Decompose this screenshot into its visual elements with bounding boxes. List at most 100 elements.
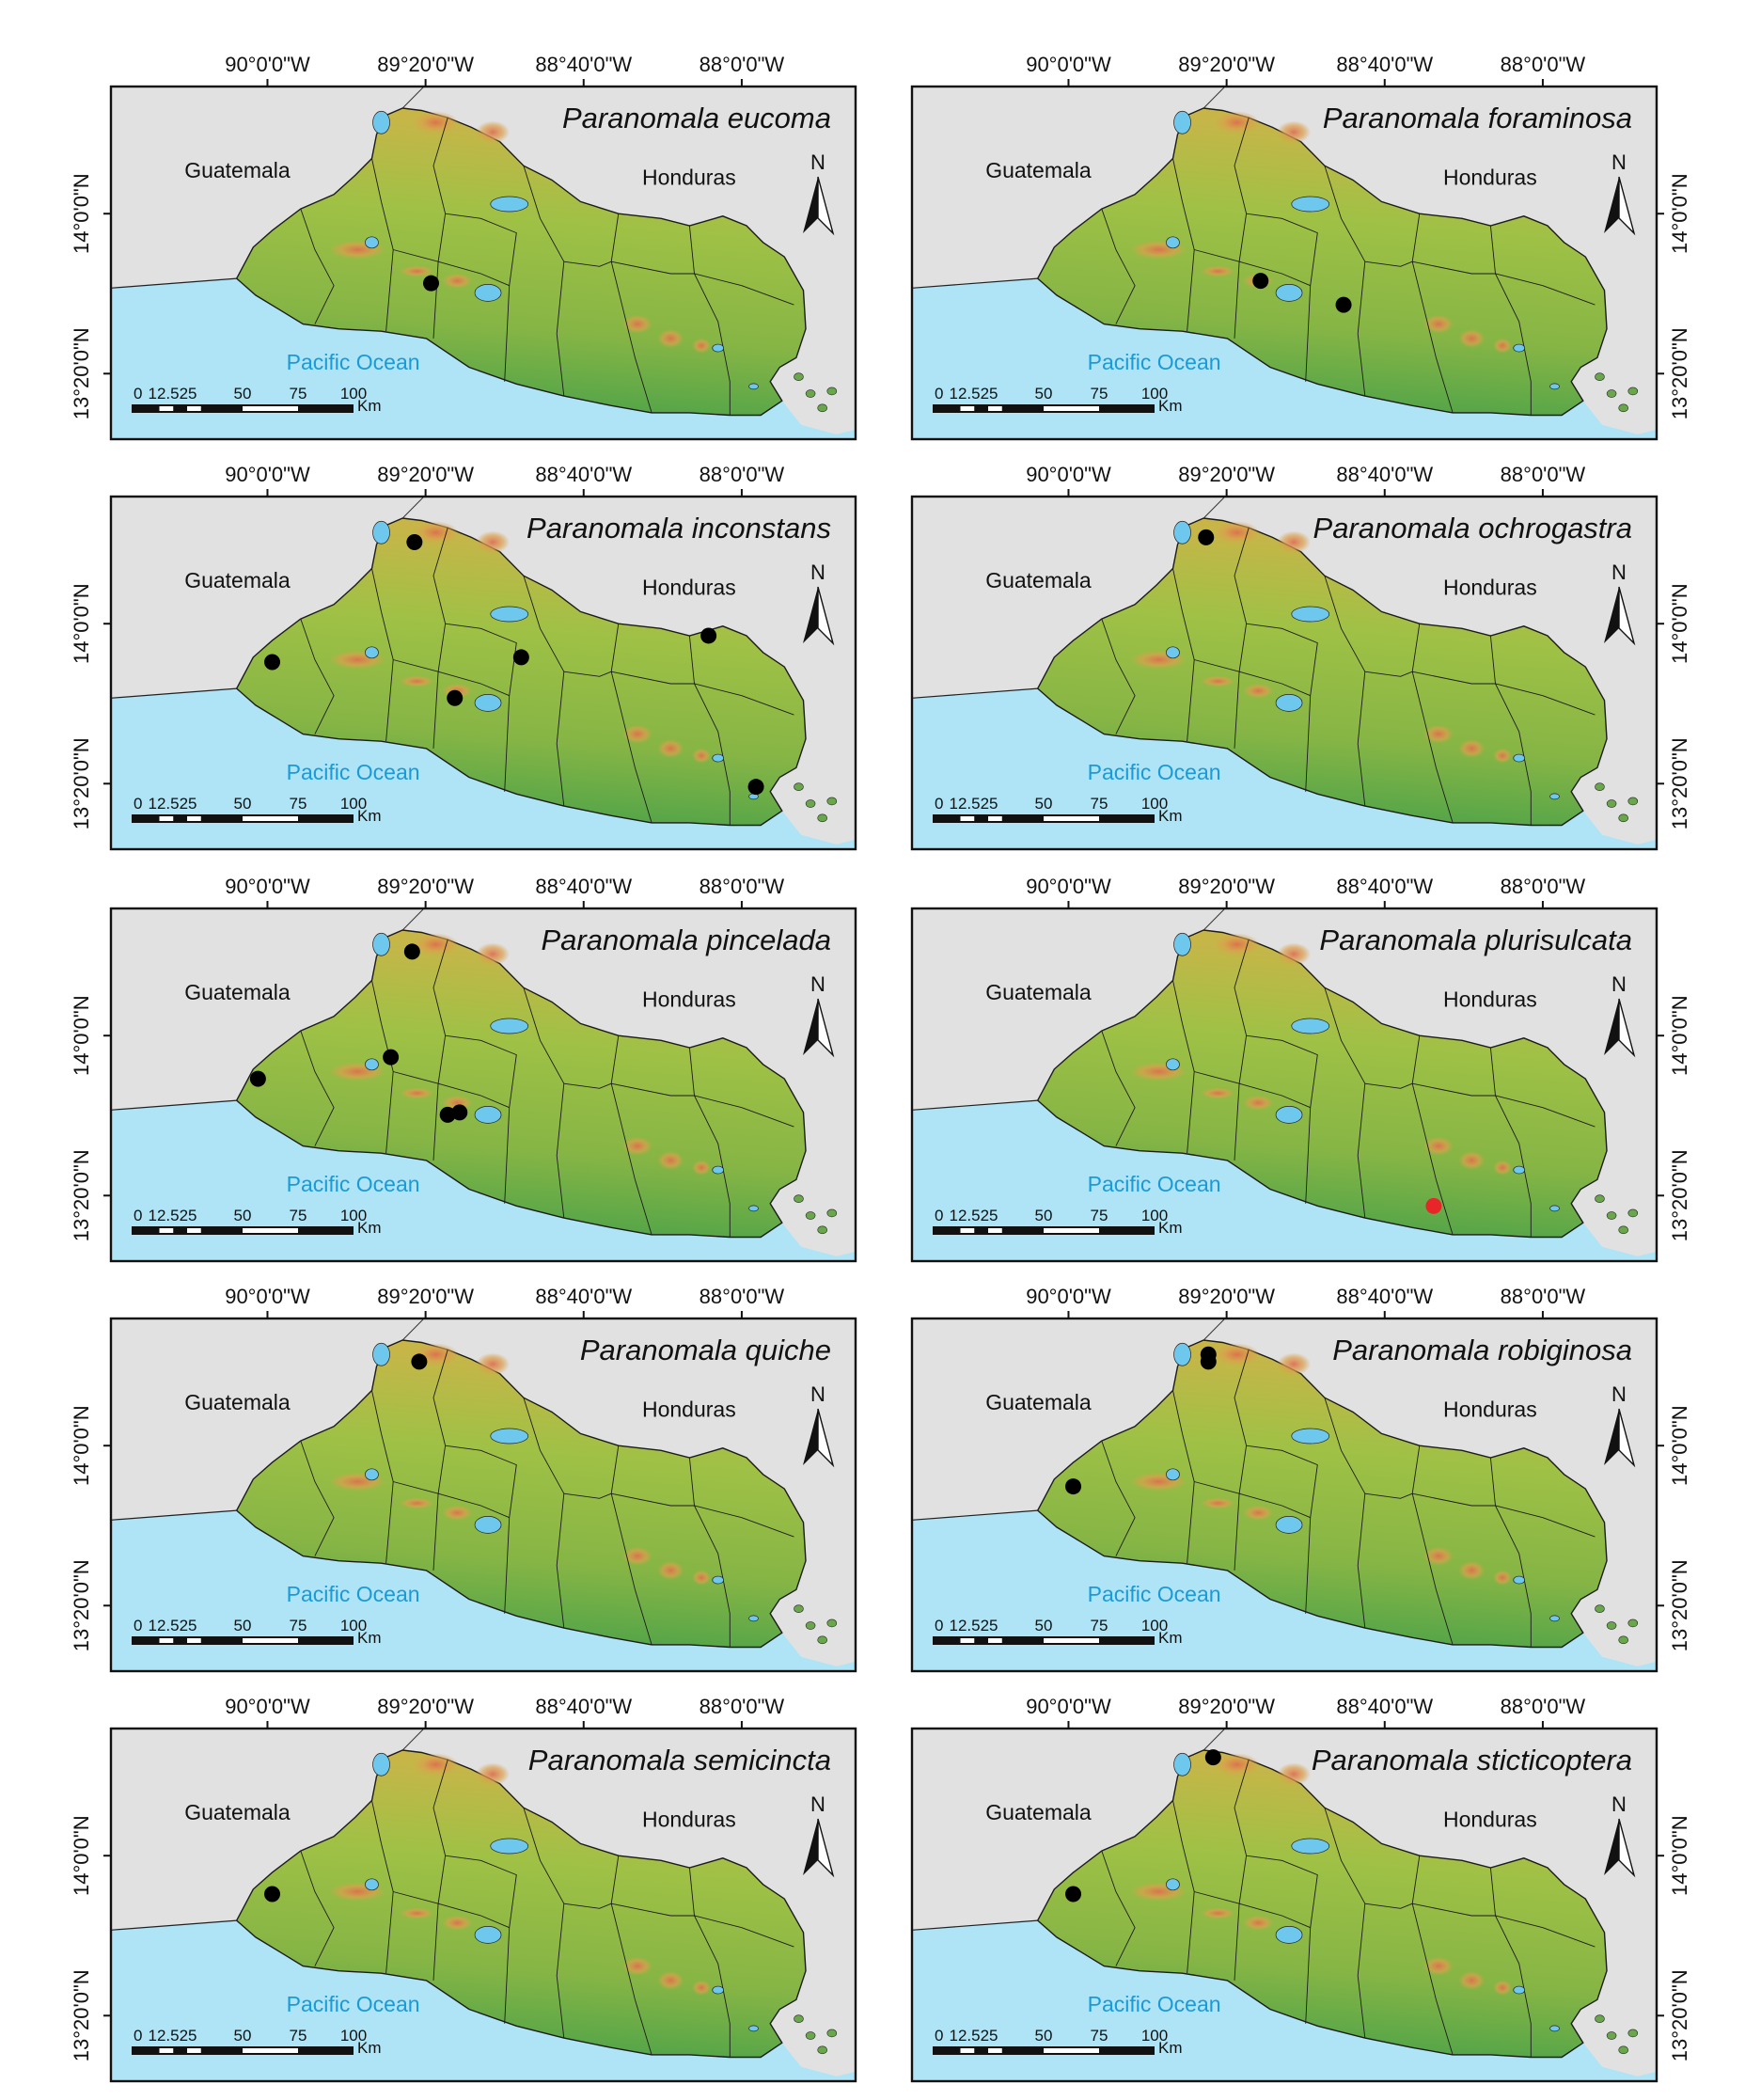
scale-number: 12.525 [950,1207,998,1224]
coastline-west [111,687,237,699]
latitude-label: 14°0'0"N [70,583,93,664]
coastline-west [111,1509,237,1521]
scale-number: 12.525 [149,2027,197,2045]
department-boundary [393,659,510,697]
lake [1291,1838,1330,1855]
relief-highland [1493,1980,1513,1996]
longitude-label: 89°20'0"W [1178,875,1275,898]
latitude-label: 14°0'0"N [1668,1405,1691,1486]
record-point [383,1049,400,1066]
lake [474,1106,502,1124]
department-boundary [1411,213,1454,414]
latitude-label: 14°0'0"N [1668,583,1691,664]
lake [1275,1106,1303,1124]
pacific-ocean [111,1100,856,1261]
department-boundary [1411,624,1454,824]
map-panel: 90°0'0"W 89°20'0"W 88°40'0"W 88°0'0"W 14°0'0… [856,450,1722,868]
map-frame-content [111,87,856,439]
scale-bar-segment [187,816,201,821]
map-frame-content [111,1729,856,2081]
department-boundary [432,1760,448,1981]
department-boundary [1364,1082,1413,1089]
relief-highland [400,1087,434,1099]
guatemala-label: Guatemala [184,1390,291,1414]
island [1595,1604,1605,1613]
lake [1166,236,1180,249]
island [805,389,816,398]
species-title: Paranomala sticticoptera [1312,1744,1632,1776]
scale-bar [933,1636,1155,1645]
map-frame [910,85,1659,441]
lake [1291,1428,1330,1445]
department-boundary [371,158,394,332]
longitude-label: 90°0'0"W [225,875,310,898]
department-boundary [1364,671,1413,677]
lake [1166,1058,1180,1071]
guatemala-label: Guatemala [184,158,291,182]
longitude-label: 89°20'0"W [1178,53,1275,76]
department-boundary [300,208,335,324]
scale-bar-segment [159,406,174,411]
lake [1173,520,1191,545]
scale-unit: Km [1158,1629,1183,1647]
map-frame [109,85,857,441]
department-boundary [1246,1855,1318,2024]
longitude-label: 88°40'0"W [1336,463,1433,486]
scale-bar [132,1636,354,1645]
record-point [512,649,529,666]
department-boundary [1489,1047,1532,1238]
island [1606,1621,1617,1630]
lake [372,1752,390,1776]
department-boundary [610,213,652,414]
scale-number: 0 [935,1617,943,1634]
scale-bar-segment [187,1228,201,1233]
pacific-ocean-label: Pacific Ocean [1088,350,1221,374]
relief-highland [1493,1570,1513,1586]
lake [1291,606,1330,623]
scale-number: 100 [340,795,367,813]
latitude-label: 14°0'0"N [70,995,93,1076]
lake [1275,694,1303,712]
lake [490,1018,529,1034]
relief-highland [1214,111,1260,134]
longitude-label: 88°40'0"W [1336,1285,1433,1308]
coastline-west [111,277,237,289]
coastline-west [912,277,1038,289]
relief-highland [400,675,434,687]
guatemala-label: Guatemala [985,1390,1092,1414]
lake [712,343,725,353]
scale-number: 0 [935,2027,943,2045]
record-point [423,275,440,292]
map-body: 90°0'0"W 89°20'0"W 88°40'0"W 88°0'0"W 14°0'0… [910,1695,1691,2083]
scale-bar-segment [960,406,975,411]
department-boundary [445,213,517,382]
longitude-label: 89°20'0"W [377,53,474,76]
latitude-label: 13°20'0"N [70,1559,93,1651]
scale-number: 0 [935,795,943,813]
map-body: 90°0'0"W 89°20'0"W 88°40'0"W 88°0'0"W 14°0'0… [910,463,1691,851]
honduras-label: Honduras [642,987,736,1012]
lake [372,110,390,134]
relief-highland [476,1762,511,1786]
record-point [451,1104,468,1121]
species-title: Paranomala pincelada [542,924,832,956]
island [1595,1194,1605,1203]
longitude-label: 88°0'0"W [1501,1285,1586,1308]
scale-number: 100 [1141,1617,1168,1634]
pacific-ocean [912,278,1657,439]
relief-highland [1243,1505,1274,1521]
department-boundary [563,1903,612,1909]
relief-highland [657,328,684,348]
scale-number: 0 [134,1617,142,1634]
island [1595,2014,1605,2023]
north-label: N [1611,1792,1627,1816]
north-arrow-icon [817,176,835,236]
scale-bar-segment [159,1228,174,1233]
department-boundary [300,618,335,734]
north-arrow-icon [1604,587,1619,643]
island [826,797,838,806]
longitude-label: 89°20'0"W [377,875,474,898]
map-panel: 90°0'0"W 89°20'0"W 88°40'0"W 88°0'0"W 14°0'0… [55,39,921,458]
relief-highland [1277,942,1312,966]
department-boundary [1412,261,1596,306]
